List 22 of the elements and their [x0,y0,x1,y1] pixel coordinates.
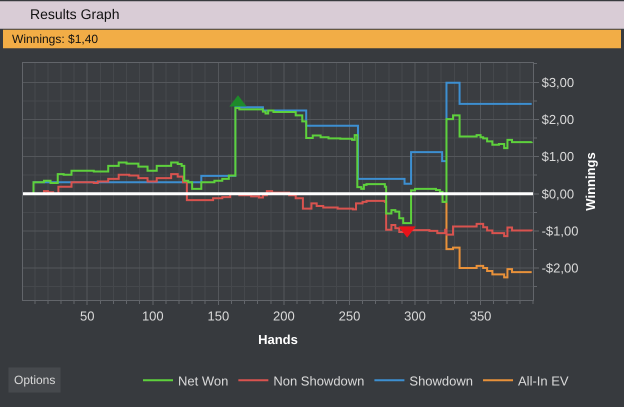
y-tick-label: $0,00 [542,186,574,202]
x-tick-label: 300 [404,308,426,324]
x-tick-label: 100 [142,308,164,324]
x-tick-label: 50 [80,308,94,324]
x-axis-title: Hands [258,332,298,348]
legend-label: Non Showdown [273,373,364,388]
x-tick-label: 150 [208,308,230,324]
x-tick-label: 350 [470,308,492,324]
y-tick-label: $3,00 [542,74,574,90]
legend-label: Showdown [409,373,474,388]
text: Options [14,373,56,387]
x-tick-label: 200 [273,308,295,324]
y-tick-label: -$2,00 [542,260,578,276]
y-tick-label: -$1,00 [542,223,578,238]
x-tick-label: 250 [338,308,360,324]
chart-subtitle: Winnings: $1,40 [12,32,98,46]
y-axis-title: Winnings [583,152,598,211]
chart-title: Results Graph [30,6,120,22]
y-tick-label: $2,00 [542,112,574,128]
legend-label: All-In EV [518,373,569,388]
legend-label: Net Won [178,373,228,388]
y-tick-label: $1,00 [542,149,574,164]
